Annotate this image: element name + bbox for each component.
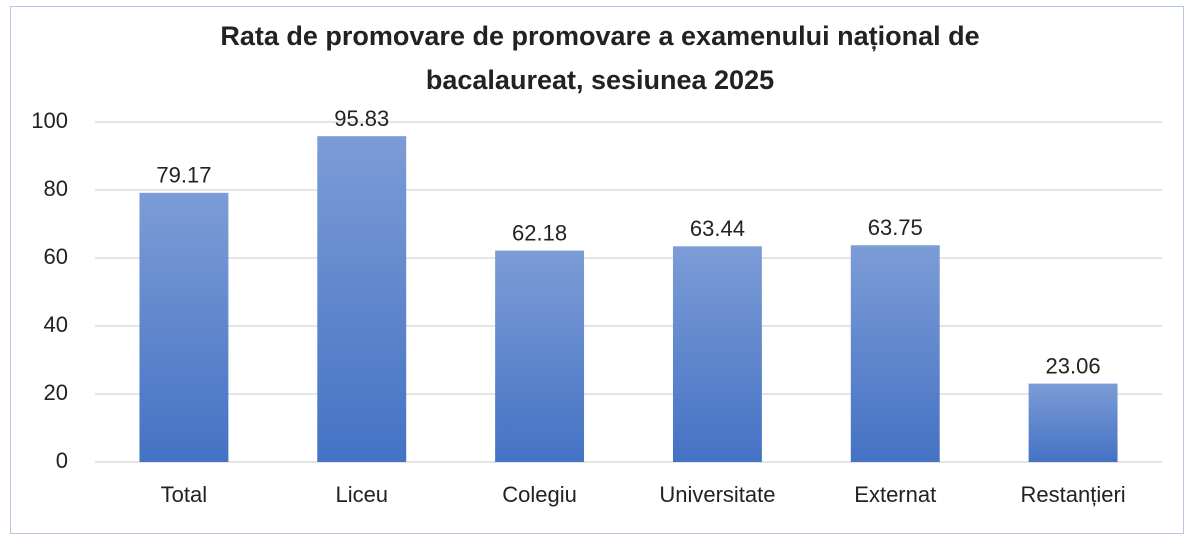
bar [139, 192, 229, 462]
bar [1028, 383, 1118, 462]
y-tick-label: 40 [44, 312, 68, 337]
value-label: 23.06 [1046, 353, 1101, 378]
value-label: 95.83 [334, 106, 389, 131]
value-label: 63.75 [868, 215, 923, 240]
x-tick-label: Restanțieri [1021, 482, 1126, 507]
bar [317, 136, 407, 463]
y-tick-label: 20 [44, 380, 68, 405]
bar [850, 245, 940, 462]
x-tick-label: Universitate [659, 482, 775, 507]
value-label: 63.44 [690, 216, 745, 241]
y-tick-label: 60 [44, 244, 68, 269]
bar [672, 246, 762, 462]
x-tick-label: Liceu [335, 482, 388, 507]
x-tick-label: Colegiu [502, 482, 577, 507]
x-tick-label: Externat [854, 482, 936, 507]
y-tick-label: 100 [31, 108, 68, 133]
value-label: 79.17 [156, 163, 211, 188]
y-tick-label: 80 [44, 176, 68, 201]
y-tick-label: 0 [56, 448, 68, 473]
chart-title: Rata de promovare de promovare a examenu… [220, 21, 980, 95]
bar [495, 250, 585, 462]
chart-frame [10, 6, 1184, 534]
value-label: 62.18 [512, 220, 567, 245]
x-tick-label: Total [161, 482, 207, 507]
